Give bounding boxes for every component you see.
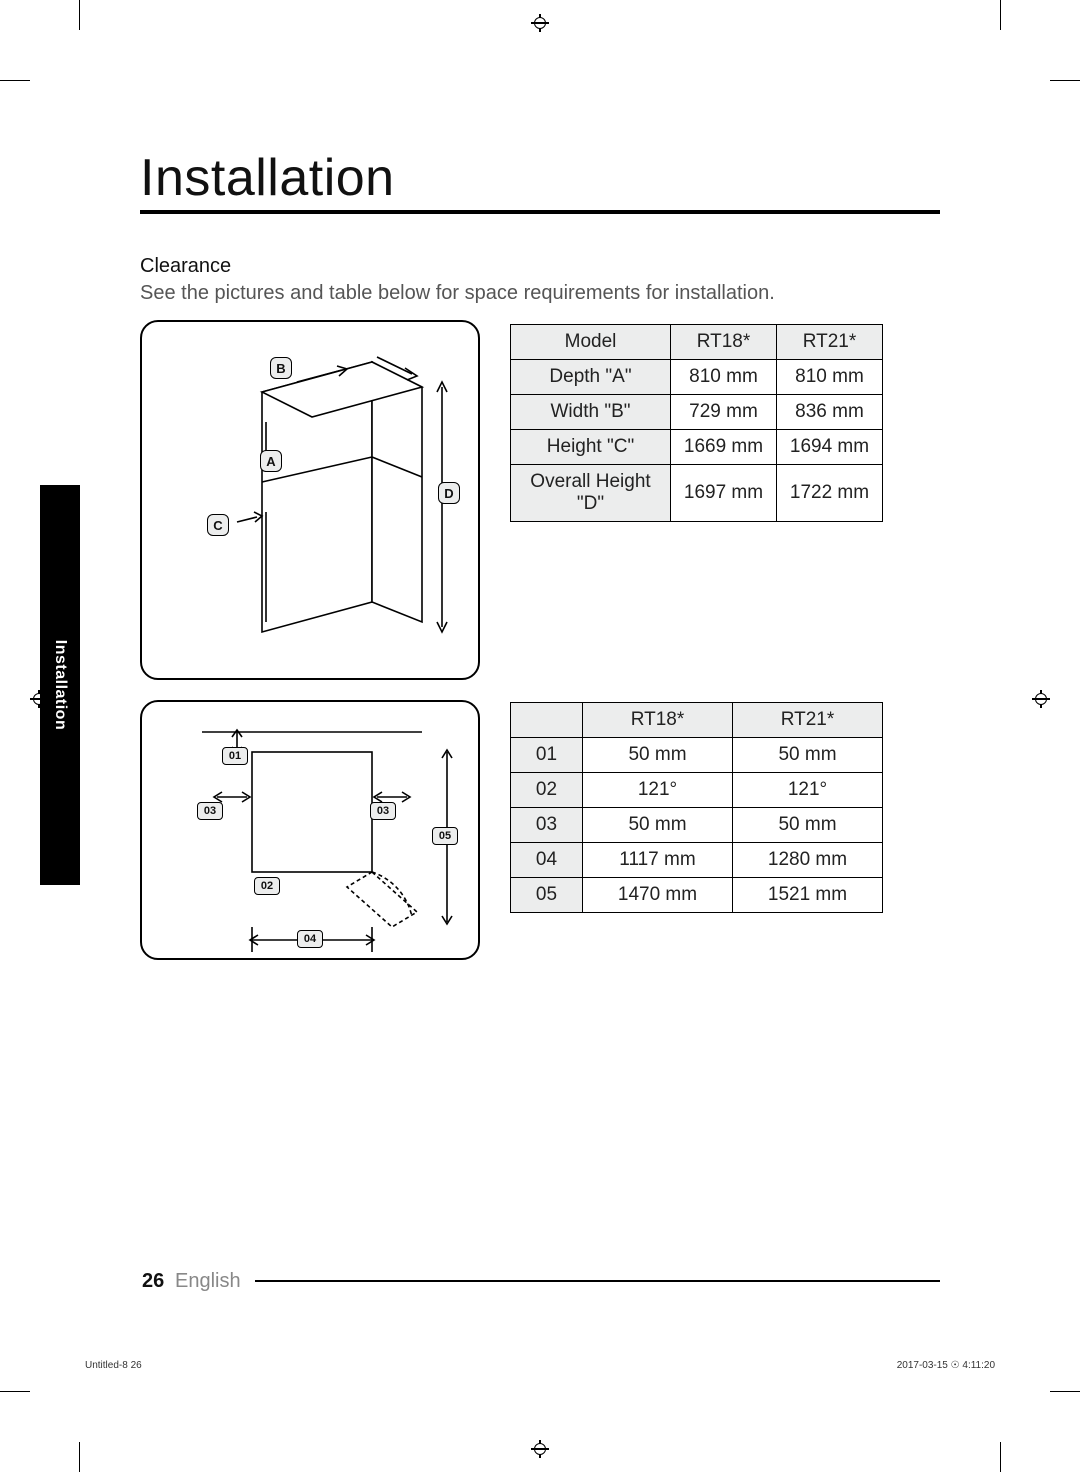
language-label: English — [175, 1270, 241, 1293]
table-row-label: Depth "A" — [511, 360, 671, 395]
table-cell: 50 mm — [733, 738, 883, 773]
table-row-label: Width "B" — [511, 395, 671, 430]
table-cell: 810 mm — [671, 360, 777, 395]
footer-rule — [255, 1280, 940, 1282]
section-description: See the pictures and table below for spa… — [140, 282, 775, 305]
table-cell: 836 mm — [777, 395, 883, 430]
label-b: B — [270, 357, 292, 379]
table-cell: 1694 mm — [777, 430, 883, 465]
diagram-top-clearance: 01 03 03 02 04 05 — [140, 700, 480, 960]
table-header — [511, 703, 583, 738]
label-03-right: 03 — [370, 802, 396, 820]
table-cell: 729 mm — [671, 395, 777, 430]
table-header: RT21* — [777, 325, 883, 360]
imprint-right: 2017-03-15 ☉ 4:11:20 — [897, 1360, 995, 1371]
table-cell: 1117 mm — [583, 843, 733, 878]
clearance-svg — [142, 702, 482, 962]
table-cell: 50 mm — [733, 808, 883, 843]
spec-table-clearances: RT18* RT21* 01 50 mm 50 mm 02 121° 121° … — [510, 702, 883, 913]
section-heading: Clearance — [140, 255, 231, 278]
table-cell: 121° — [733, 773, 883, 808]
table-row-label: 01 — [511, 738, 583, 773]
table-row-label: 02 — [511, 773, 583, 808]
label-05: 05 — [432, 827, 458, 845]
table-cell: 810 mm — [777, 360, 883, 395]
label-c: C — [207, 514, 229, 536]
table-cell: 121° — [583, 773, 733, 808]
table-row-label: Height "C" — [511, 430, 671, 465]
spec-table-dimensions: Model RT18* RT21* Depth "A" 810 mm 810 m… — [510, 324, 883, 522]
label-03-left: 03 — [197, 802, 223, 820]
table-cell: 1697 mm — [671, 465, 777, 522]
side-tab: Installation — [40, 485, 80, 885]
table-header: Model — [511, 325, 671, 360]
diagram-fridge-dimensions: B A C D — [140, 320, 480, 680]
label-02: 02 — [254, 877, 280, 895]
table-header: RT18* — [671, 325, 777, 360]
label-d: D — [438, 482, 460, 504]
fridge-svg — [142, 322, 482, 682]
page-number: 26 — [142, 1270, 164, 1293]
table-row-label: 04 — [511, 843, 583, 878]
table-cell: 1521 mm — [733, 878, 883, 913]
table-cell: 1669 mm — [671, 430, 777, 465]
table-header: RT18* — [583, 703, 733, 738]
table-cell: 50 mm — [583, 738, 733, 773]
page-title: Installation — [140, 148, 395, 208]
table-row-label: 03 — [511, 808, 583, 843]
table-cell: 1280 mm — [733, 843, 883, 878]
table-cell: 50 mm — [583, 808, 733, 843]
label-a: A — [260, 450, 282, 472]
table-header: RT21* — [733, 703, 883, 738]
table-cell: 1722 mm — [777, 465, 883, 522]
title-rule — [140, 210, 940, 214]
side-tab-label: Installation — [51, 640, 69, 730]
label-04: 04 — [297, 930, 323, 948]
table-row-label: Overall Height "D" — [511, 465, 671, 522]
imprint-left: Untitled-8 26 — [85, 1360, 142, 1371]
label-01: 01 — [222, 747, 248, 765]
table-row-label: 05 — [511, 878, 583, 913]
table-cell: 1470 mm — [583, 878, 733, 913]
